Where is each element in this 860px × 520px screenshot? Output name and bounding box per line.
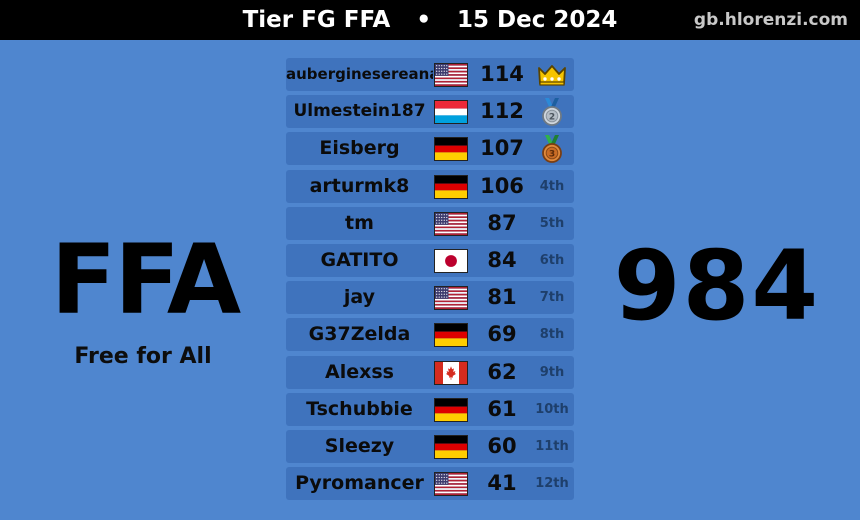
flag-de-icon bbox=[434, 435, 468, 459]
flag-de-icon bbox=[434, 323, 468, 348]
mode-abbreviation: FFA bbox=[50, 224, 241, 336]
leaderboard-row: Pyromancer 41 12th bbox=[286, 467, 574, 501]
player-score: 62 bbox=[487, 359, 517, 384]
player-score: 107 bbox=[480, 136, 524, 161]
leaderboard-row: GATITO 84 6th bbox=[286, 244, 574, 277]
event-title: Tier FG FFA bbox=[242, 7, 391, 33]
leaderboard-row: Alexss 62 9th bbox=[286, 355, 574, 389]
silver-medal-icon: 2 bbox=[536, 97, 568, 127]
leaderboard-row: auberginesereana 114 bbox=[286, 58, 574, 91]
flag-us-icon bbox=[434, 211, 468, 236]
flag-jp-icon bbox=[434, 249, 468, 273]
flag-de-icon bbox=[434, 397, 468, 422]
leaderboard-row: G37Zelda 69 8th bbox=[286, 318, 574, 352]
site-url: gb.hlorenzi.com bbox=[693, 10, 848, 30]
player-score: 41 bbox=[487, 471, 517, 496]
player-name: arturmk8 bbox=[309, 174, 410, 197]
player-place: 12th bbox=[535, 476, 569, 492]
mode-name: Free for All bbox=[74, 344, 212, 369]
player-place: 7th bbox=[539, 290, 565, 306]
player-place: 10th bbox=[535, 401, 569, 417]
event-heading: Tier FG FFA • 15 Dec 2024 bbox=[0, 0, 860, 40]
player-name: Eisberg bbox=[319, 137, 400, 160]
flag-lu-icon bbox=[434, 100, 468, 125]
leaderboard-row: jay 81 7th bbox=[286, 281, 574, 315]
flag-de-icon bbox=[434, 174, 468, 199]
player-name: auberginesereana bbox=[286, 65, 433, 83]
crown-icon bbox=[536, 60, 568, 90]
player-place: 6th bbox=[539, 253, 565, 268]
leaderboard-row: Ulmestein187 112 2 bbox=[286, 95, 574, 129]
total-points: 984 bbox=[613, 230, 821, 342]
player-name: G37Zelda bbox=[308, 323, 411, 346]
player-name: GATITO bbox=[320, 249, 399, 271]
player-score: 87 bbox=[487, 210, 517, 235]
flag-de-icon bbox=[434, 137, 468, 162]
flag-us-icon bbox=[434, 286, 468, 311]
player-score: 81 bbox=[487, 285, 517, 310]
player-place: 9th bbox=[539, 364, 565, 380]
leaderboard-row: tm 87 5th bbox=[286, 206, 574, 240]
player-score: 69 bbox=[487, 322, 517, 347]
leaderboard-row: Eisberg 107 3 bbox=[286, 132, 574, 166]
player-score: 61 bbox=[487, 396, 517, 421]
player-score: 112 bbox=[480, 99, 524, 124]
player-name: tm bbox=[345, 211, 374, 234]
player-name: Sleezy bbox=[324, 435, 395, 457]
player-name: Pyromancer bbox=[295, 472, 424, 495]
player-score: 84 bbox=[487, 248, 517, 272]
leaderboard-row: Sleezy 60 11th bbox=[286, 430, 574, 463]
player-name: Tschubbie bbox=[306, 397, 413, 420]
event-date: 15 Dec 2024 bbox=[457, 7, 618, 33]
leaderboard-row: arturmk8 106 4th bbox=[286, 169, 574, 203]
player-score: 106 bbox=[480, 173, 524, 198]
player-name: jay bbox=[343, 286, 376, 309]
player-place: 11th bbox=[535, 439, 569, 454]
player-name: Ulmestein187 bbox=[293, 101, 426, 122]
player-name: Alexss bbox=[325, 360, 394, 383]
flag-us-icon bbox=[434, 472, 468, 497]
top-bar: Tier FG FFA • 15 Dec 2024 gb.hlorenzi.com bbox=[0, 0, 860, 40]
svg-text:3: 3 bbox=[549, 150, 555, 160]
flag-ca-icon bbox=[434, 360, 468, 385]
player-place: 4th bbox=[539, 178, 565, 194]
player-place: 8th bbox=[539, 327, 565, 343]
player-place: 5th bbox=[539, 215, 565, 231]
leaderboard-row: Tschubbie 61 10th bbox=[286, 392, 574, 426]
svg-text:2: 2 bbox=[549, 113, 555, 123]
flag-us-icon bbox=[434, 63, 468, 87]
bronze-medal-icon: 3 bbox=[536, 134, 568, 164]
player-score: 114 bbox=[480, 62, 524, 86]
title-separator: • bbox=[416, 7, 432, 33]
player-score: 60 bbox=[487, 434, 517, 458]
